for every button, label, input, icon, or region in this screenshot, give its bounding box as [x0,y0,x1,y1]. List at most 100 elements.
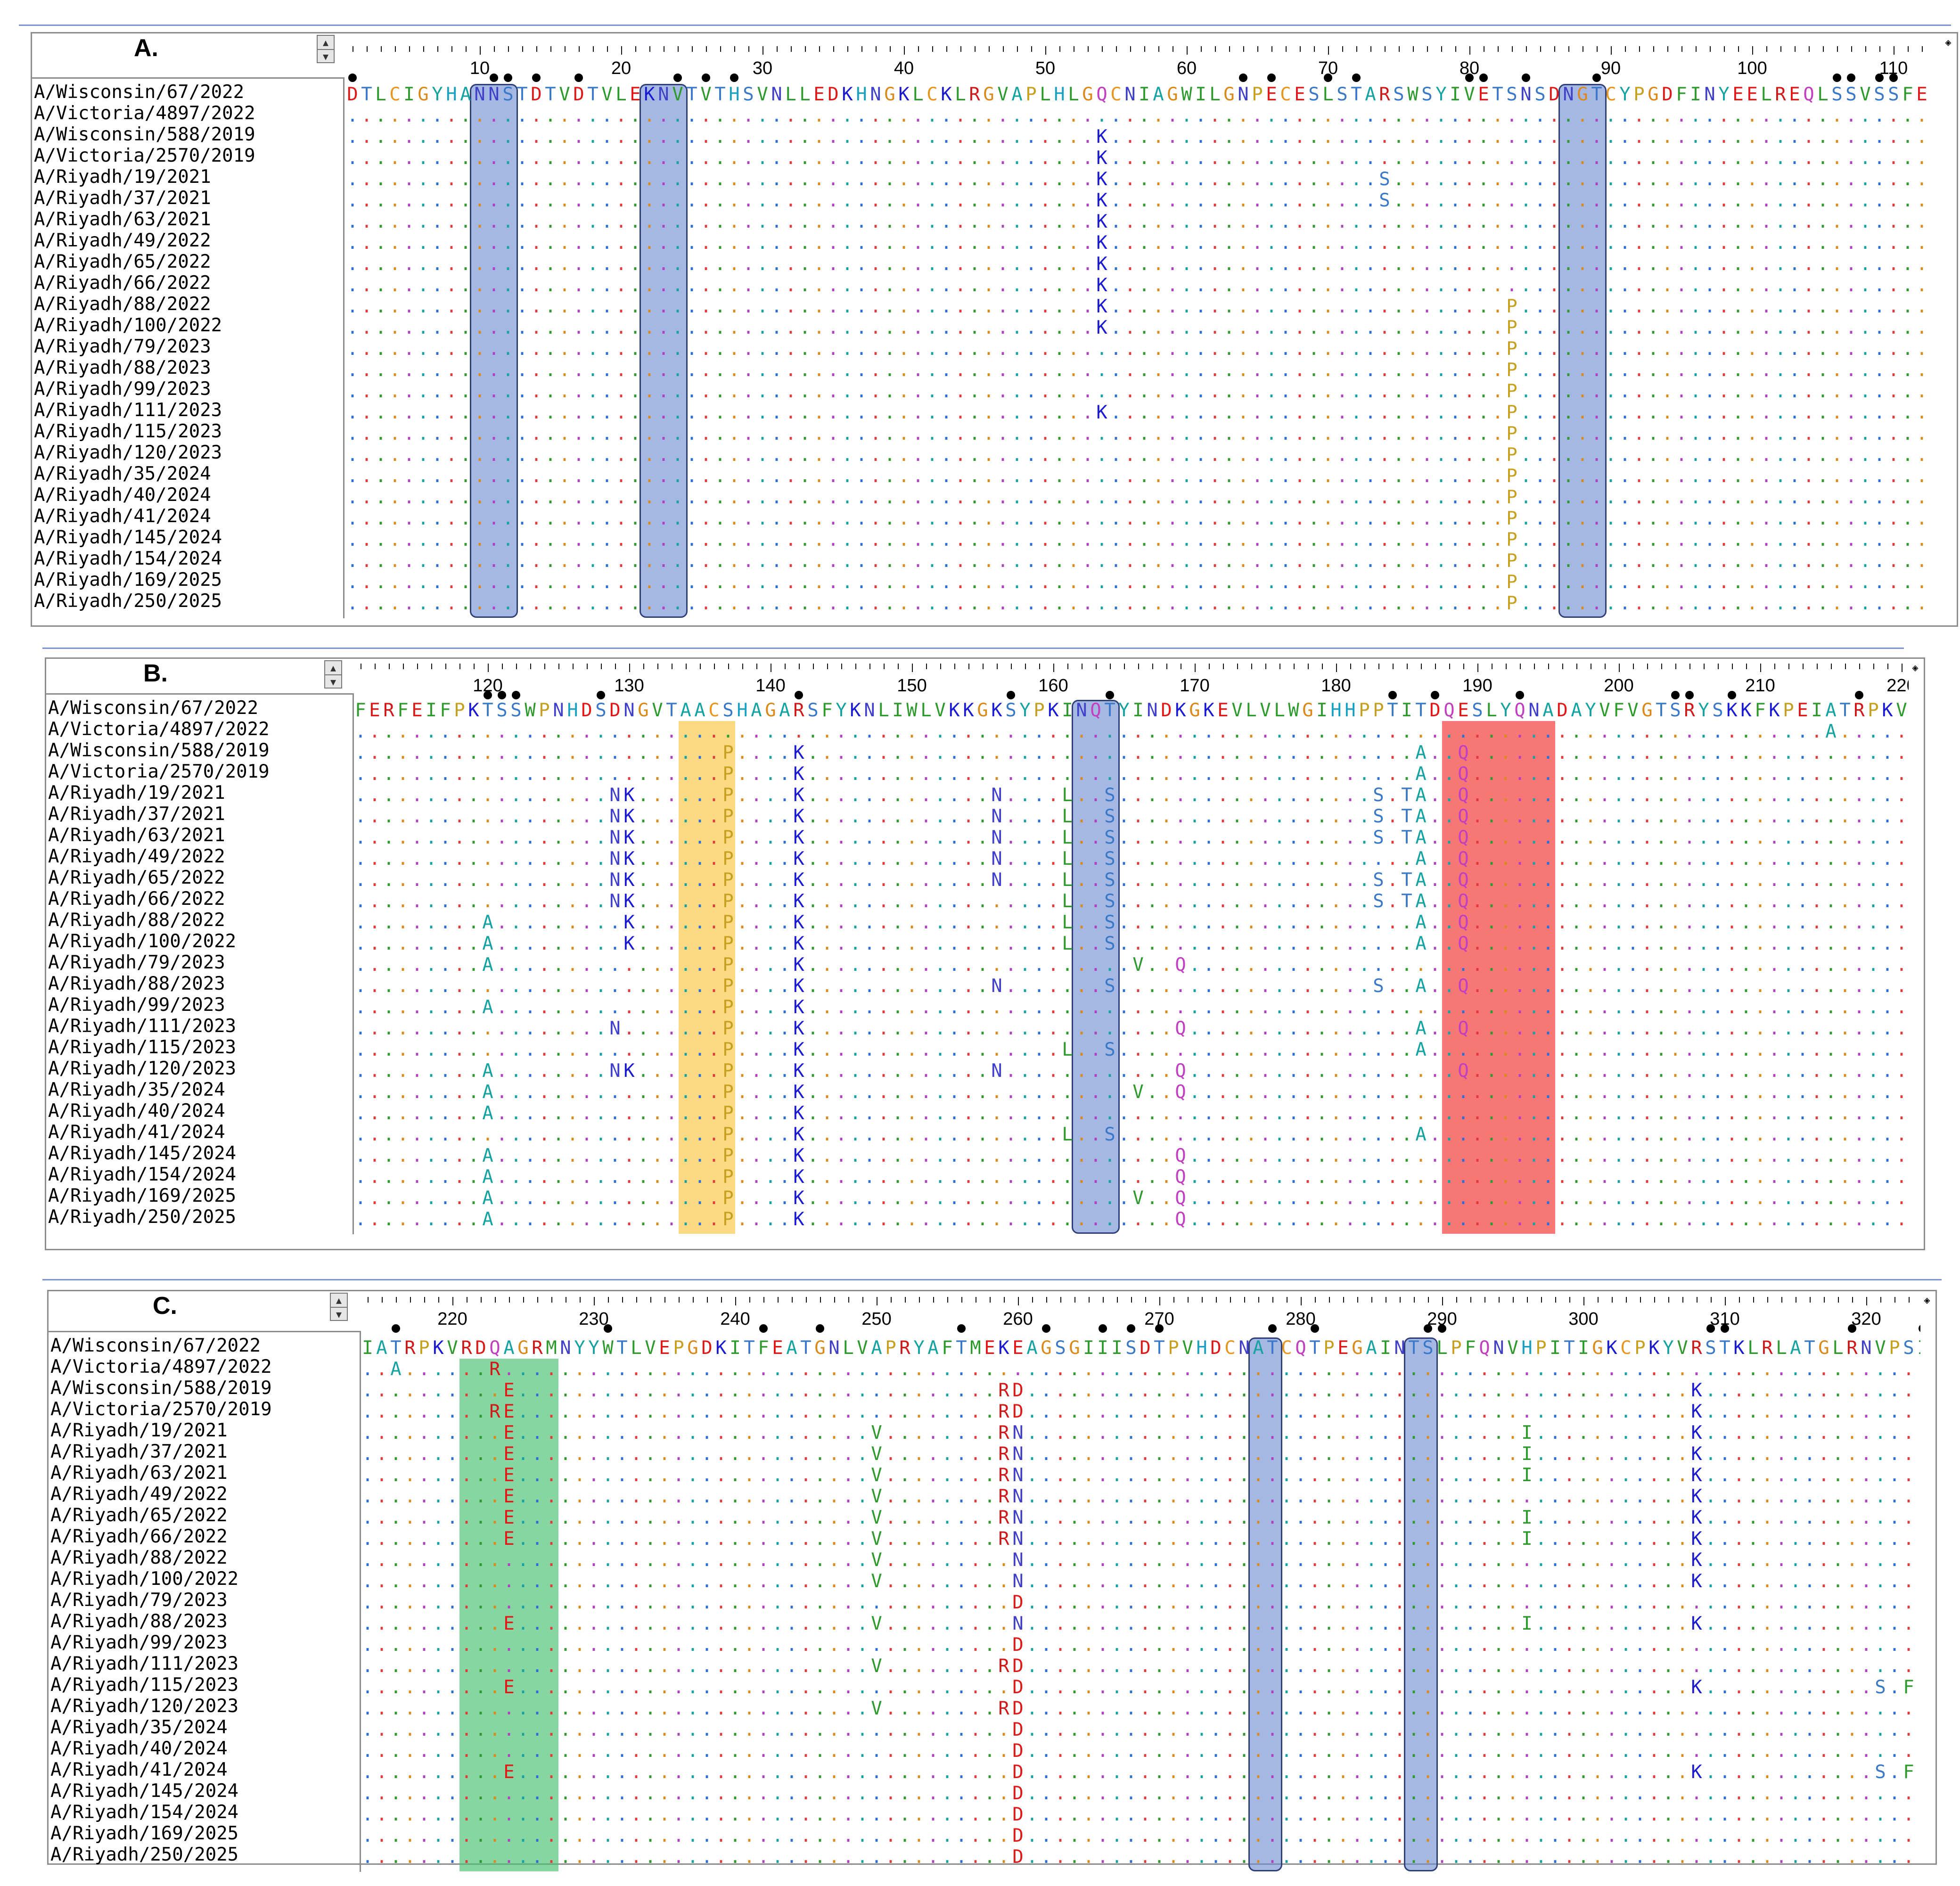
identical-residue: . [1599,1018,1610,1039]
sequence-name[interactable]: A/Wisconsin/588/2019 [48,740,270,761]
identical-residue: . [884,572,895,593]
scroll-spinner[interactable]: ▲ ▼ [324,660,342,689]
sequence-name[interactable]: A/Riyadh/63/2021 [48,825,225,846]
sequence-name[interactable]: A/Wisconsin/588/2019 [34,124,255,145]
residue: W [1181,84,1192,105]
sequence-name[interactable]: A/Riyadh/111/2023 [34,400,222,421]
ruler-tick [1265,664,1266,669]
identical-residue: . [615,572,627,593]
identical-residue: . [1811,806,1822,827]
identical-residue: . [771,190,782,211]
sequence-name[interactable]: A/Riyadh/49/2022 [34,230,211,251]
identical-residue: . [1189,806,1200,827]
identical-residue: . [836,785,847,806]
spinner-up-icon[interactable]: ▲ [325,661,341,675]
sequence-name[interactable]: A/Riyadh/99/2023 [34,378,211,400]
sequence-name[interactable]: A/Riyadh/100/2022 [34,315,222,336]
residue: S [502,84,514,105]
sequence-name[interactable]: A/Victoria/2570/2019 [48,761,270,782]
sequence-name[interactable]: A/Wisconsin/67/2022 [48,697,259,719]
ruler-tick-label: 130 [614,676,644,696]
identical-residue: . [1740,933,1752,954]
identical-residue: . [1450,402,1461,423]
sequence-name[interactable]: A/Riyadh/37/2021 [48,804,225,825]
sequence-name[interactable]: A/Riyadh/111/2023 [48,1016,237,1037]
identical-residue: . [1011,275,1023,296]
sequence-name[interactable]: A/Riyadh/115/2023 [34,421,222,442]
sequence-name[interactable]: A/Riyadh/63/2021 [34,209,211,230]
sequence-name[interactable]: A/Riyadh/19/2021 [48,782,225,804]
residue: A [1415,976,1427,997]
sequence-name[interactable]: A/Riyadh/145/2024 [48,1143,237,1164]
sequence-name[interactable]: A/Riyadh/120/2023 [48,1058,237,1079]
identical-residue: . [1322,487,1334,508]
identical-residue: . [743,317,754,338]
identical-residue: . [700,148,712,169]
sequence-name[interactable]: A/Riyadh/66/2022 [48,888,225,910]
expand-icon[interactable]: ◈ [1909,662,1921,674]
sequence-name[interactable]: A/Riyadh/41/2024 [48,1122,225,1143]
sequence-name[interactable]: A/Riyadh/65/2022 [48,867,225,888]
sequence-name[interactable]: A/Riyadh/88/2023 [34,357,211,378]
expand-icon[interactable]: ◈ [1942,37,1954,49]
sequence-name[interactable]: A/Riyadh/40/2024 [34,484,211,506]
identical-residue: . [714,550,726,572]
glycosylation-site-marker [1855,691,1863,699]
sequence-name[interactable]: A/Riyadh/115/2023 [48,1037,237,1058]
identical-residue: . [426,721,437,742]
sequence-name[interactable]: A/Riyadh/145/2024 [34,527,222,548]
identical-residue: . [1260,976,1271,997]
sequence-name[interactable]: A/Riyadh/49/2022 [48,846,225,867]
sequence-name[interactable]: A/Riyadh/19/2021 [34,166,211,188]
sequence-name[interactable]: A/Riyadh/79/2023 [48,952,225,973]
scroll-spinner[interactable]: ▲ ▼ [317,35,335,63]
sequence-name[interactable]: A/Riyadh/88/2022 [48,910,225,931]
sequence-name[interactable]: A/Victoria/4897/2022 [48,719,270,740]
identical-residue: . [1613,954,1624,976]
identical-residue: . [1464,529,1475,550]
sequence-name[interactable]: A/Riyadh/66/2022 [34,272,211,294]
sequence-name[interactable]: A/Riyadh/99/2023 [48,994,225,1016]
sequence-name[interactable]: A/Riyadh/35/2024 [34,463,211,484]
sequence-name[interactable]: A/Riyadh/169/2025 [48,1185,237,1206]
residue: T [1401,869,1412,891]
identical-residue: . [1005,763,1017,785]
sequence-name[interactable]: A/Riyadh/250/2025 [34,590,222,612]
identical-residue: . [821,742,833,763]
identical-residue: . [1670,827,1681,848]
sequence-name[interactable]: A/Riyadh/41/2024 [34,506,211,527]
sequence-name[interactable]: A/Riyadh/35/2024 [48,1079,225,1100]
sequence-name[interactable]: A/Riyadh/169/2025 [34,569,222,590]
sequence-name[interactable]: A/Riyadh/40/2024 [48,1100,225,1122]
identical-residue: . [1175,891,1186,912]
sequence-name[interactable]: A/Riyadh/88/2022 [34,294,211,315]
sequence-name[interactable]: A/Riyadh/120/2023 [34,442,222,463]
sequence-name[interactable]: A/Riyadh/65/2022 [34,251,211,272]
identical-residue: . [1811,742,1822,763]
identical-residue: . [694,763,705,785]
sequence-name[interactable]: A/Riyadh/88/2023 [48,973,225,994]
spinner-down-icon[interactable]: ▼ [322,51,329,62]
spinner-down-icon[interactable]: ▼ [330,676,336,688]
identical-residue: . [856,190,867,211]
identical-residue: . [1450,126,1461,148]
sequence-name[interactable]: A/Riyadh/154/2024 [48,1164,237,1185]
sequence-name[interactable]: A/Riyadh/79/2023 [34,336,211,357]
sequence-name[interactable]: A/Victoria/4897/2022 [34,103,255,124]
identical-residue: . [1076,954,1087,976]
spinner-up-icon[interactable]: ▲ [318,36,334,50]
identical-residue: . [1450,487,1461,508]
identical-residue: . [587,126,599,148]
identical-residue: . [1896,891,1907,912]
sequence-row: ........................................… [345,338,1929,360]
sequence-name[interactable]: A/Riyadh/100/2022 [48,931,237,952]
sequence-name[interactable]: A/Riyadh/154/2024 [34,548,222,569]
sequence-name[interactable]: A/Victoria/2570/2019 [34,145,255,166]
sequence-name[interactable]: A/Riyadh/37/2021 [34,188,211,209]
sequence-name[interactable]: A/Riyadh/250/2025 [48,1206,237,1228]
identical-residue: . [1534,296,1546,317]
identical-residue: . [559,593,570,614]
identical-residue: . [714,232,726,254]
sequence-name[interactable]: A/Wisconsin/67/2022 [34,82,245,103]
identical-residue: . [955,148,966,169]
